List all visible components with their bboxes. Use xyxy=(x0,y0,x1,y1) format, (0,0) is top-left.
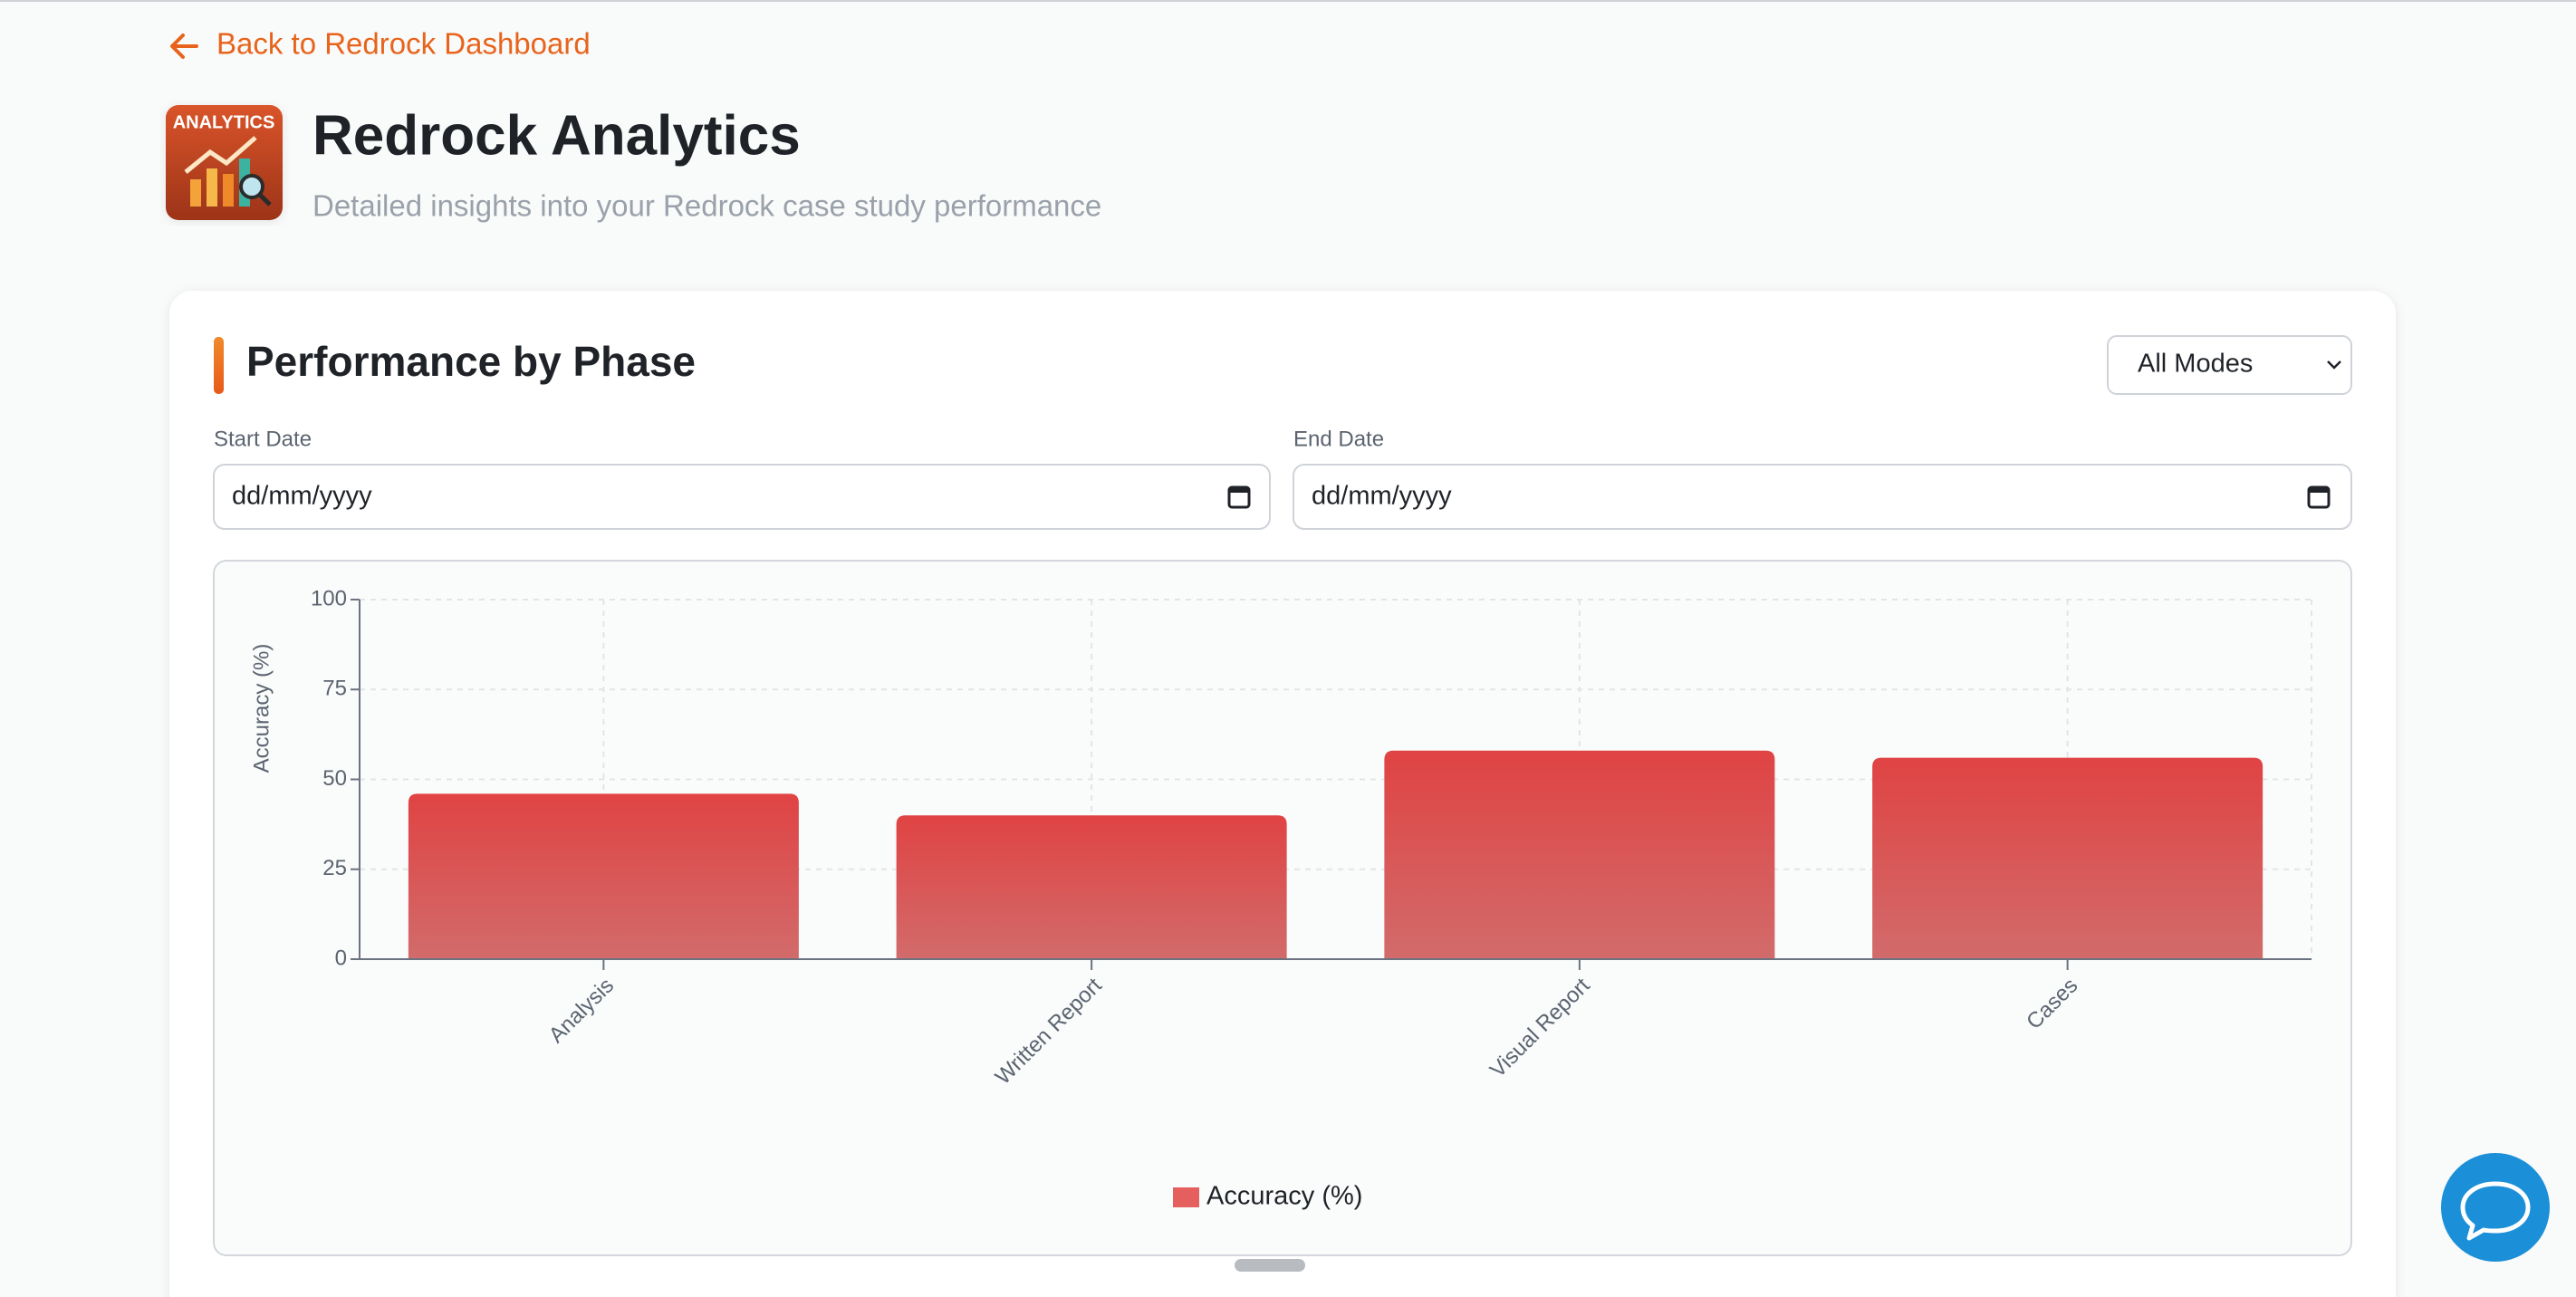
logo-bar xyxy=(207,168,217,207)
input-box[interactable] xyxy=(1293,464,2352,530)
resize-handle xyxy=(1235,1259,1305,1272)
calendar-icon-top xyxy=(2309,487,2329,493)
date-placeholder[interactable]: dd/mm/yyyy xyxy=(1312,482,1452,511)
bar xyxy=(1872,757,2264,959)
mode-select[interactable]: All Modes xyxy=(2107,335,2352,395)
y-tick-label: 75 xyxy=(322,677,347,701)
logo-lens xyxy=(239,174,264,199)
logo: ANALYTICS xyxy=(166,105,283,220)
y-tick-label: 100 xyxy=(311,586,347,610)
chat-circle[interactable] xyxy=(2441,1153,2550,1262)
y-axis-title: Accuracy (%) xyxy=(249,644,274,773)
select-box[interactable] xyxy=(2107,335,2352,395)
y-tick-label: 0 xyxy=(335,946,347,970)
bar xyxy=(896,815,1287,959)
back-link-text[interactable]: Back to Redrock Dashboard xyxy=(216,27,591,61)
logo-handle xyxy=(258,193,272,207)
logo-trend xyxy=(184,136,257,174)
back-link[interactable]: Back to Redrock Dashboard xyxy=(170,27,591,61)
bar xyxy=(408,793,799,959)
y-tick-label: 25 xyxy=(322,856,347,880)
select-caret xyxy=(2327,360,2341,370)
page-title: Redrock Analytics xyxy=(312,104,801,167)
logo-bar xyxy=(190,179,201,207)
legend-swatch xyxy=(1173,1187,1199,1207)
card-title: Performance by Phase xyxy=(246,338,696,385)
date-placeholder[interactable]: dd/mm/yyyy xyxy=(232,482,372,511)
card-accent xyxy=(214,337,224,394)
legend-label: Accuracy (%) xyxy=(1206,1182,1362,1211)
back-arrow xyxy=(170,34,198,59)
start-date-label: Start Date xyxy=(214,427,312,451)
chat-icon xyxy=(2460,1181,2531,1241)
logo-bar xyxy=(223,174,234,207)
bar xyxy=(1384,750,1775,959)
page-subtitle: Detailed insights into your Redrock case… xyxy=(312,189,1101,223)
start-date-input[interactable]: dd/mm/yyyy xyxy=(213,464,1271,530)
y-tick-label: 50 xyxy=(322,766,347,791)
chat-button[interactable] xyxy=(2441,1153,2550,1262)
logo-text: ANALYTICS xyxy=(173,112,275,132)
end-date-label: End Date xyxy=(1293,427,1384,451)
calendar-icon-top xyxy=(1229,487,1249,493)
end-date-input[interactable]: dd/mm/yyyy xyxy=(1293,464,2352,530)
input-box[interactable] xyxy=(213,464,1271,530)
select-value[interactable]: All Modes xyxy=(2138,350,2253,379)
card: Performance by Phase All Modes Start Dat… xyxy=(169,291,2396,1297)
